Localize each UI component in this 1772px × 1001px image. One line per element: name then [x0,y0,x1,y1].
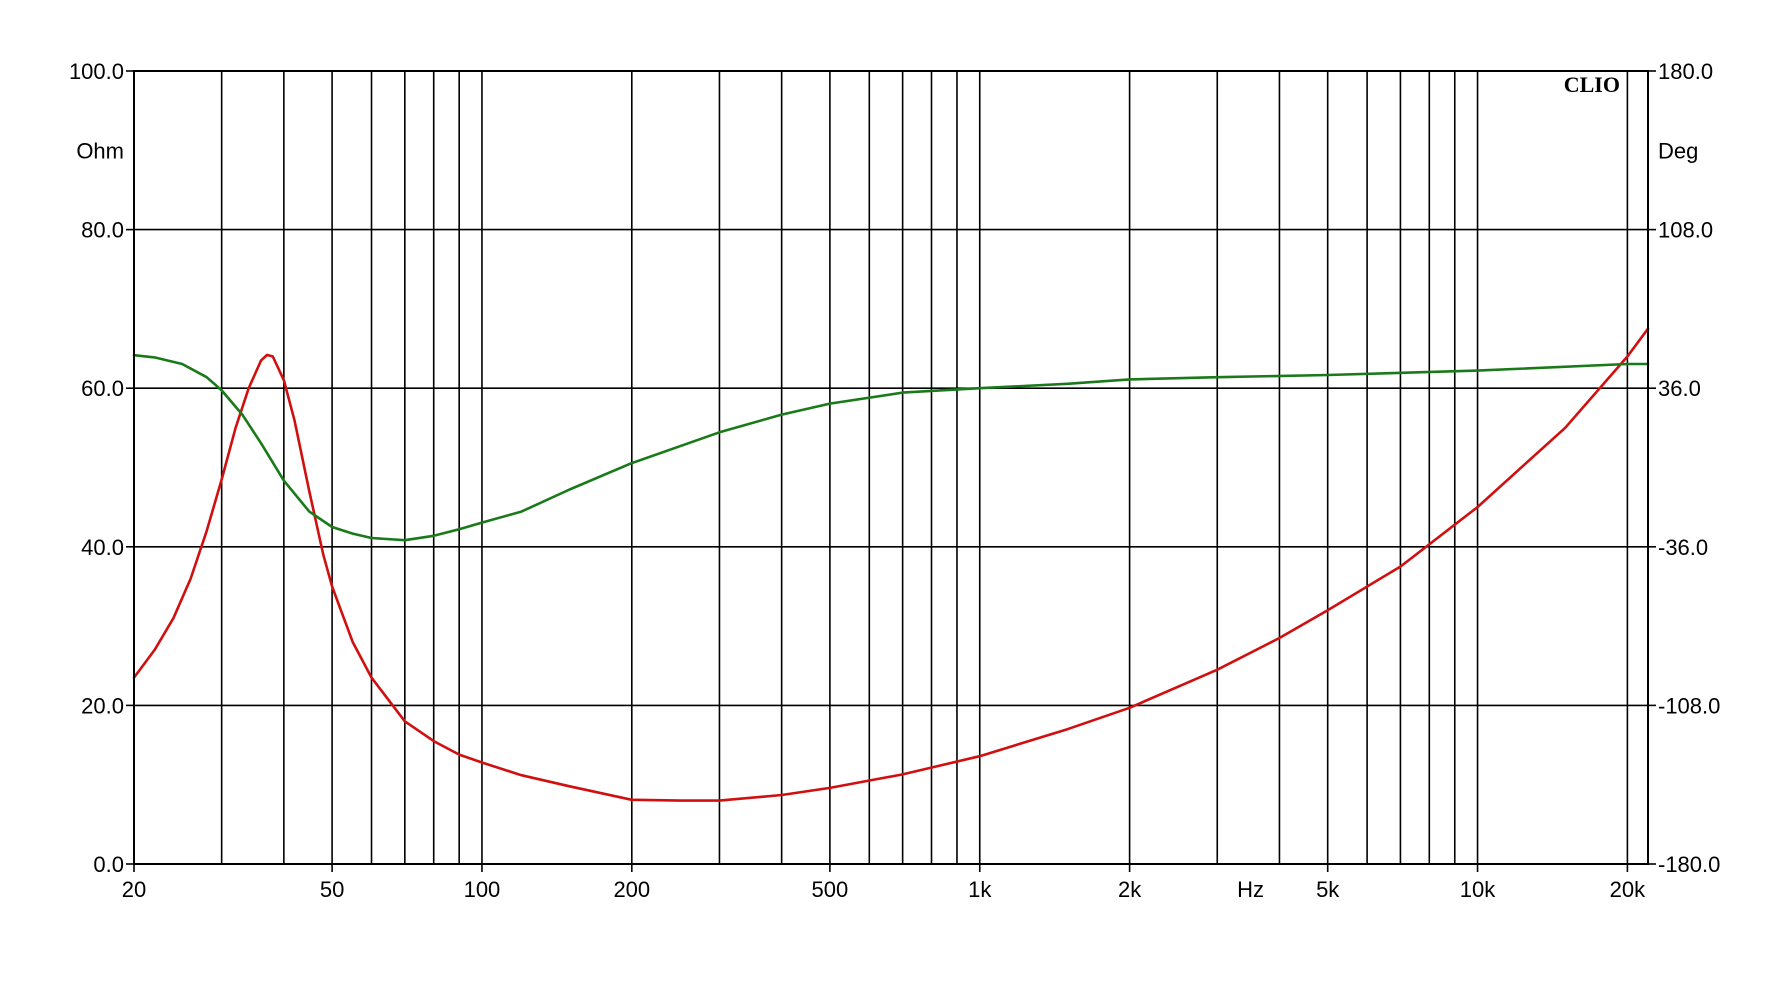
x-axis-tick-label: 100 [464,877,501,902]
x-axis-tick-label: 200 [613,877,650,902]
x-axis-unit: Hz [1237,877,1264,902]
x-axis-tick-label: 5k [1316,877,1340,902]
series-layer [132,327,1650,802]
impedance-curve [132,327,1650,802]
left-y-axis: 0.0 20.0 40.0 60.0 80.0 100.0 Ohm [69,59,134,877]
right-axis-tick-label: 108.0 [1658,218,1713,243]
phase-curve [132,353,1650,542]
left-axis-tick-label: 80.0 [81,218,124,243]
x-axis-tick-label: 20 [122,877,146,902]
plot-frame [133,70,1649,865]
right-axis-tick-label: 180.0 [1658,59,1713,84]
right-y-axis: -180.0 -108.0 -36.0 36.0 108.0 180.0 Deg [1648,59,1720,877]
x-axis-tick-label: 50 [320,877,344,902]
left-axis-tick-label: 60.0 [81,376,124,401]
x-axis-tick-label: 1k [968,877,992,902]
right-axis-tick-label: -36.0 [1658,535,1708,560]
left-axis-tick-label: 100.0 [69,59,124,84]
right-axis-unit: Deg [1658,138,1698,163]
x-axis-tick-label: 20k [1610,877,1646,902]
left-axis-unit: Ohm [76,138,124,163]
right-axis-tick-label: -180.0 [1658,852,1720,877]
left-axis-tick-label: 40.0 [81,535,124,560]
right-axis-tick-label: 36.0 [1658,376,1701,401]
right-axis-tick-label: -108.0 [1658,693,1720,718]
brand-label: CLIO [1564,72,1620,97]
x-axis: 20 50 100 200 500 1k 2k 5k 10k 20k Hz [122,864,1646,902]
left-axis-tick-label: 20.0 [81,693,124,718]
x-axis-tick-label: 2k [1118,877,1142,902]
left-axis-tick-label: 0.0 [93,852,124,877]
x-axis-tick-label: 10k [1460,877,1496,902]
x-axis-tick-label: 500 [812,877,849,902]
